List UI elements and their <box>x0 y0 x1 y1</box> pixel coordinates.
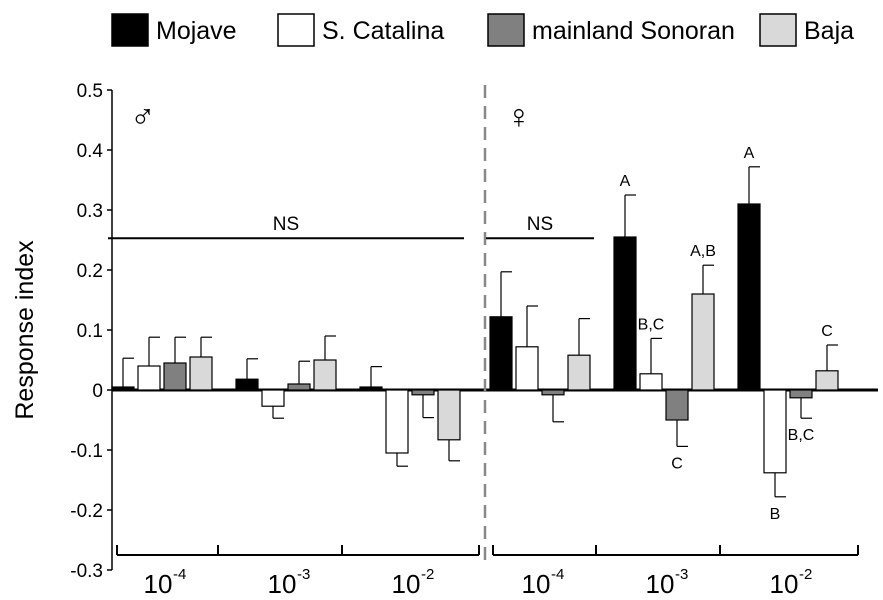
legend: Mojave S. Catalina mainland Sonoran Baja <box>111 13 854 47</box>
y-tick-label: -0.1 <box>70 441 103 462</box>
group-label: 10 <box>144 569 173 599</box>
sex-symbol: ♂ <box>130 98 156 136</box>
group-label: 10 <box>268 569 297 599</box>
group-exponent: -3 <box>675 566 688 583</box>
ns-label: NS <box>527 214 553 235</box>
group-label: 10 <box>646 569 675 599</box>
bar <box>665 389 689 421</box>
y-tick-label: -0.3 <box>70 561 103 582</box>
y-tick-label: 0.5 <box>77 81 103 102</box>
group-exponent: -3 <box>297 566 310 583</box>
significance-letter: C <box>821 323 833 340</box>
legend-swatch-2 <box>487 13 525 47</box>
y-tick-label: 0 <box>92 381 103 402</box>
group-exponent: -4 <box>173 566 186 583</box>
bar <box>313 359 337 391</box>
y-tick-label: 0.2 <box>77 261 103 282</box>
sex-symbol: ♀ <box>506 98 532 136</box>
y-tick-label: 0.4 <box>77 141 104 162</box>
bar <box>763 389 787 474</box>
significance-letter: B <box>770 506 781 523</box>
y-tick-label: 0.1 <box>77 321 103 342</box>
legend-swatch-3 <box>759 13 797 47</box>
ns-label: NS <box>273 214 299 235</box>
group-label: 10 <box>392 569 421 599</box>
bar <box>737 203 761 391</box>
bar <box>489 316 513 391</box>
bar <box>567 354 591 391</box>
bar <box>789 389 813 399</box>
group-label: 10 <box>522 569 551 599</box>
bar <box>287 383 311 391</box>
legend-label: Baja <box>804 17 854 45</box>
significance-letter: A <box>744 145 755 162</box>
bar <box>189 356 213 391</box>
bar <box>385 389 409 454</box>
y-axis: -0.3 -0.2 -0.1 0 0.1 0.2 0.3 0.4 0.5 <box>70 81 113 582</box>
significance-letter: A,B <box>690 243 716 260</box>
bar <box>261 389 285 407</box>
bar <box>111 386 135 391</box>
bar <box>235 378 259 391</box>
bar <box>359 386 383 391</box>
bar <box>515 346 539 391</box>
significance-letter: C <box>671 455 683 472</box>
group-label: 10 <box>770 569 799 599</box>
bar <box>163 362 187 391</box>
x-axis: 10 -4 10 -3 10 -2 10 -4 10 -3 10 -2 <box>116 545 859 599</box>
bar <box>691 293 715 391</box>
y-tick-label: -0.2 <box>70 501 103 522</box>
legend-swatch-1 <box>277 13 315 47</box>
significance-letter: B,C <box>638 316 665 333</box>
legend-label: Mojave <box>156 17 237 45</box>
bar <box>815 370 839 391</box>
legend-label: mainland Sonoran <box>532 17 735 45</box>
group-exponent: -2 <box>421 566 434 583</box>
bar <box>137 365 161 391</box>
y-tick-label: 0.3 <box>77 201 103 222</box>
bar <box>613 236 637 391</box>
plot-area: ♂ NS ♀ A B,C C A,B A B B,C C NS <box>108 85 878 560</box>
bar <box>411 389 435 396</box>
bar <box>639 373 663 391</box>
legend-label: S. Catalina <box>322 17 444 45</box>
group-exponent: -4 <box>551 566 564 583</box>
bar <box>437 389 461 441</box>
y-axis-title: Response index <box>11 240 39 420</box>
significance-letter: A <box>620 173 631 190</box>
significance-letter: B,C <box>788 427 815 444</box>
group-exponent: -2 <box>799 566 812 583</box>
bar <box>541 389 565 396</box>
legend-swatch-0 <box>111 13 149 47</box>
